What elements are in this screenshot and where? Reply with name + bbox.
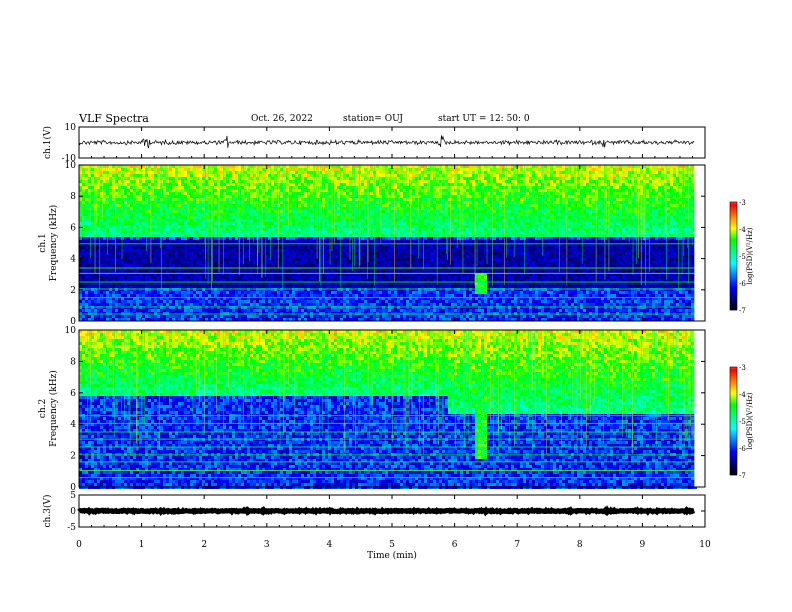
ch2-spectrogram-sferics [87,330,694,456]
x-tick-label: 1 [139,540,145,550]
ch1-spectrogram-colorbar-tick: -6 [739,280,746,288]
ch1-waveform: 10 -10 ch.1(V) [42,123,706,164]
ch1-spectrogram-colorbar-frame [729,201,738,311]
ch1-spectrogram-ytick-label: 0 [70,317,76,327]
ch2-spectrogram-ytick-label: 6 [70,389,76,399]
ch1-waveform-ylabel: ch.1(V) [42,126,53,159]
x-tick-label: 7 [514,540,520,550]
x-tick-label: 5 [389,540,395,550]
x-tick-label: 6 [452,540,458,550]
ch2-spectrogram-ytick-label: 0 [70,483,76,493]
ch3-waveform-ylabel: ch.3(V) [42,495,53,528]
figure-title: VLF Spectra [79,112,149,125]
ch1-spectrogram-ytick-label: 2 [70,286,76,296]
ch3-waveform-signal [77,505,696,517]
ch1-spectrogram-colorbar-label: log(PSD)(V²/Hz) [746,227,754,284]
ch2-spectrogram-ytick-label: 10 [65,326,77,336]
ch2-spectrogram-cells [79,330,697,489]
x-tick-label: 4 [327,540,333,550]
ch2-spectrogram-ytick-label: 8 [70,357,76,367]
ch2-spectrogram-colorbar-tick: -4 [739,391,746,399]
x-axis-label: Time (min) [367,550,417,561]
ch1-spectrogram-colorbar-tick: -3 [739,199,746,207]
ch1-spectrogram-no-data [694,165,705,321]
ch2-spectrogram-colorbar-label: log(PSD)(V²/Hz) [746,392,754,449]
ch3-waveform: 5 0 -5 ch.3(V) [42,491,706,533]
x-tick-label: 0 [76,540,82,550]
ch2-spectrogram-colorbar [730,367,737,476]
ch2-spectrogram-colorbar-tick: -7 [739,472,746,480]
ch2-spectrogram-ytick-label: 4 [70,420,76,430]
ch1-spectrogram-ytick-label: 10 [65,161,77,171]
x-tick-label: 3 [264,540,270,550]
ch3-waveform-ytick-label: 0 [70,507,76,517]
ch1-spectrogram-colorbar-tick: -5 [739,253,746,261]
ch2-spectrogram-colorbar-tick: -3 [739,364,746,372]
x-tick-label: 10 [699,540,711,550]
ch1-spectrogram-sferics [82,165,693,290]
date-label: Oct. 26, 2022 [251,114,313,124]
ch1-spectrogram-colorbar-tick: -7 [739,307,746,315]
ch2-spectrogram: 0 2 4 6 8 10 ch.2 Frequency (kHz) -3 -4 -5 -6 -7 log(… [38,326,754,493]
ch1-spectrogram-ylabel-frequency: Frequency (kHz) [48,205,59,282]
ch1-spectrogram-ytick-label: 4 [70,255,76,265]
x-tick-label: 9 [640,540,646,550]
ch3-waveform-ytick-label: -5 [67,523,76,533]
station-label: station= OUJ [343,114,403,124]
ch2-spectrogram-ylabel-channel: ch.2 [38,399,48,418]
ch1-waveform-ytick-label: -10 [62,154,77,164]
ch1-spectrogram: 0 2 4 6 8 10 ch.1 Frequency (kHz) -3 -4 -5 -6 -7 log(… [38,161,754,327]
ch2-spectrogram-no-data [694,330,705,487]
ch1-spectrogram-ytick-label: 6 [70,223,76,233]
start-time-label: start UT = 12: 50: 0 [438,114,530,124]
ch2-spectrogram-ytick-label: 2 [70,452,76,462]
ch3-waveform-ytick-label: 5 [70,491,76,501]
ch2-spectrogram-colorbar-frame [729,366,738,476]
ch1-waveform-ytick-label: 10 [65,123,77,133]
ch2-spectrogram-colorbar-tick: -6 [739,445,746,453]
ch1-spectrogram-ytick-label: 8 [70,192,76,202]
x-tick-label: 8 [577,540,583,550]
x-tick-label: 2 [201,540,207,550]
ch2-spectrogram-ylabel-frequency: Frequency (kHz) [48,370,59,447]
ch2-spectrogram-colorbar-tick: -5 [739,418,746,426]
ch1-spectrogram-ylabel-channel: ch.1 [38,233,48,252]
ch1-waveform-signal [78,135,695,149]
ch1-spectrogram-colorbar [730,202,737,311]
time-axis: 0 1 2 3 4 5 6 7 8 9 10 Time (min) [76,127,711,561]
ch1-spectrogram-colorbar-tick: -4 [739,226,746,234]
